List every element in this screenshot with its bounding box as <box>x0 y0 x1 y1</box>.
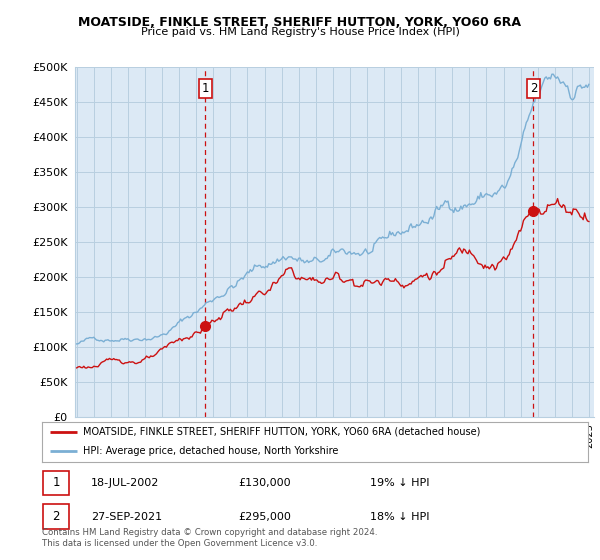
Text: £130,000: £130,000 <box>239 478 291 488</box>
Text: MOATSIDE, FINKLE STREET, SHERIFF HUTTON, YORK, YO60 6RA (detached house): MOATSIDE, FINKLE STREET, SHERIFF HUTTON,… <box>83 427 481 437</box>
Text: Contains HM Land Registry data © Crown copyright and database right 2024.
This d: Contains HM Land Registry data © Crown c… <box>42 528 377 548</box>
FancyBboxPatch shape <box>43 470 70 496</box>
Text: 1: 1 <box>202 82 209 95</box>
Text: 1: 1 <box>52 477 60 489</box>
FancyBboxPatch shape <box>43 505 70 529</box>
Text: £295,000: £295,000 <box>239 512 292 521</box>
Text: 2: 2 <box>52 510 60 523</box>
Text: HPI: Average price, detached house, North Yorkshire: HPI: Average price, detached house, Nort… <box>83 446 338 456</box>
Text: 18-JUL-2002: 18-JUL-2002 <box>91 478 160 488</box>
Text: 2: 2 <box>530 82 537 95</box>
Text: 18% ↓ HPI: 18% ↓ HPI <box>370 512 429 521</box>
Text: 27-SEP-2021: 27-SEP-2021 <box>91 512 162 521</box>
Text: 19% ↓ HPI: 19% ↓ HPI <box>370 478 429 488</box>
Text: Price paid vs. HM Land Registry's House Price Index (HPI): Price paid vs. HM Land Registry's House … <box>140 27 460 37</box>
Text: MOATSIDE, FINKLE STREET, SHERIFF HUTTON, YORK, YO60 6RA: MOATSIDE, FINKLE STREET, SHERIFF HUTTON,… <box>79 16 521 29</box>
